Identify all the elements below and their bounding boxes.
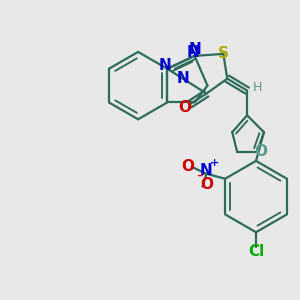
- Text: +: +: [210, 158, 219, 168]
- Text: O: O: [178, 100, 191, 115]
- Text: O: O: [181, 159, 194, 174]
- Text: N: N: [186, 45, 199, 60]
- Text: Cl: Cl: [248, 244, 264, 259]
- Text: N: N: [176, 71, 189, 86]
- Text: S: S: [218, 46, 229, 62]
- Text: N: N: [159, 58, 172, 73]
- Text: -: -: [196, 166, 203, 184]
- Text: O: O: [200, 177, 213, 192]
- Text: N: N: [200, 163, 213, 178]
- Text: H: H: [252, 81, 262, 94]
- Text: O: O: [254, 145, 268, 160]
- Text: N: N: [188, 42, 201, 57]
